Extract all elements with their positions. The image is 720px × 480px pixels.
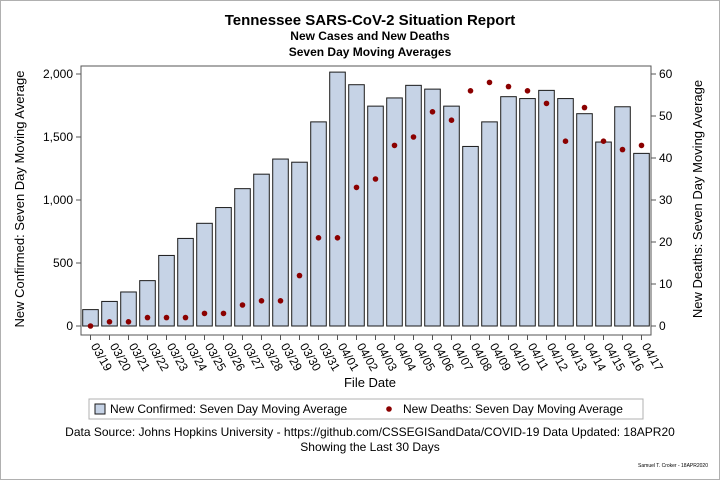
bar-19 <box>443 105 460 327</box>
x-axis-label: File Date <box>344 375 396 390</box>
death-point-7 <box>220 310 227 317</box>
footnote-range: Showing the Last 30 Days <box>300 440 439 454</box>
bar-21 <box>481 121 498 327</box>
left-axis: 0 500 1,000 1,500 2,000 <box>43 67 81 333</box>
bar-7 <box>215 207 232 327</box>
death-point-0 <box>87 323 94 329</box>
death-point-15 <box>372 176 379 182</box>
death-point-28 <box>619 146 626 153</box>
bar-18 <box>424 88 441 327</box>
right-tick-label-2: 20 <box>659 235 673 249</box>
death-point-17 <box>410 134 417 140</box>
left-tick-label-0: 0 <box>66 319 73 333</box>
right-tick-label-6: 60 <box>659 67 673 81</box>
bar-22 <box>500 96 517 327</box>
bar-8 <box>234 188 251 327</box>
death-point-3 <box>144 314 151 321</box>
death-point-24 <box>543 100 550 107</box>
left-tick-label-3: 1,500 <box>43 130 73 144</box>
bar-5 <box>177 237 194 327</box>
bar-14 <box>348 84 365 327</box>
left-tick-label-1: 500 <box>53 256 73 270</box>
bar-20 <box>462 145 479 327</box>
death-point-18 <box>429 109 436 115</box>
dot-series <box>87 79 645 329</box>
death-point-26 <box>581 104 588 111</box>
death-point-13 <box>334 235 341 241</box>
death-point-25 <box>562 138 569 144</box>
bar-24 <box>538 89 555 327</box>
death-point-6 <box>201 310 208 317</box>
right-axis: 0 10 20 30 40 50 60 <box>651 67 673 333</box>
right-tick-label-1: 10 <box>659 277 673 291</box>
legend-entry-cases: New Confirmed: Seven Day Moving Average <box>110 402 348 416</box>
legend-entry-deaths: New Deaths: Seven Day Moving Average <box>403 402 623 416</box>
death-point-1 <box>106 319 113 325</box>
bar-29 <box>633 152 650 327</box>
death-point-14 <box>353 184 360 191</box>
bar-16 <box>386 97 403 327</box>
legend-dot-swatch <box>386 406 392 412</box>
chart-title: Tennessee SARS-CoV-2 Situation Report <box>225 12 516 29</box>
right-tick-label-4: 40 <box>659 151 673 165</box>
bar-25 <box>557 98 574 327</box>
death-point-4 <box>163 314 170 321</box>
death-point-10 <box>277 298 284 304</box>
bar-4 <box>158 254 175 327</box>
chart-subtitle-2: Seven Day Moving Averages <box>289 45 452 59</box>
right-tick-label-5: 50 <box>659 109 673 123</box>
bar-17 <box>405 84 422 327</box>
bar-1 <box>101 300 118 327</box>
x-axis: 03/1903/2003/2103/2203/2303/2403/2503/26… <box>88 335 666 374</box>
author-credit: Samuel T. Croker - 18APR2020 <box>638 463 708 469</box>
death-point-11 <box>296 272 303 279</box>
death-point-19 <box>448 117 455 123</box>
death-point-9 <box>258 298 265 304</box>
bar-10 <box>272 158 289 327</box>
death-point-12 <box>315 235 322 241</box>
death-point-22 <box>505 83 512 90</box>
bar-26 <box>576 113 593 327</box>
death-point-29 <box>638 142 645 149</box>
legend-box <box>88 398 644 420</box>
death-point-27 <box>600 138 607 144</box>
death-point-8 <box>239 302 246 308</box>
death-point-2 <box>125 319 132 325</box>
bar-15 <box>367 105 384 327</box>
right-axis-label: New Deaths: Seven Day Moving Average <box>690 80 705 318</box>
right-tick-label-3: 30 <box>659 193 673 207</box>
left-tick-label-4: 2,000 <box>43 67 73 81</box>
death-point-23 <box>524 88 531 94</box>
chart-subtitle-1: New Cases and New Deaths <box>290 29 450 43</box>
left-tick-label-2: 1,000 <box>43 193 73 207</box>
legend: New Confirmed: Seven Day Moving Average … <box>88 398 644 420</box>
footnote-source: Data Source: Johns Hopkins University - … <box>65 425 675 439</box>
bar-series <box>82 71 650 327</box>
legend-bar-swatch <box>94 403 106 415</box>
bar-13 <box>329 71 346 327</box>
bar-28 <box>614 106 631 327</box>
right-tick-label-0: 0 <box>659 319 666 333</box>
death-point-21 <box>486 79 493 86</box>
death-point-20 <box>467 88 474 94</box>
left-axis-label: New Confirmed: Seven Day Moving Average <box>12 71 27 328</box>
bar-27 <box>595 141 612 327</box>
death-point-16 <box>391 142 398 149</box>
bar-11 <box>291 161 308 327</box>
bar-6 <box>196 222 213 327</box>
death-point-5 <box>182 314 189 321</box>
bar-2 <box>120 291 137 327</box>
bar-12 <box>310 121 327 327</box>
bar-23 <box>519 98 536 327</box>
bar-9 <box>253 173 270 327</box>
bar-3 <box>139 280 156 327</box>
